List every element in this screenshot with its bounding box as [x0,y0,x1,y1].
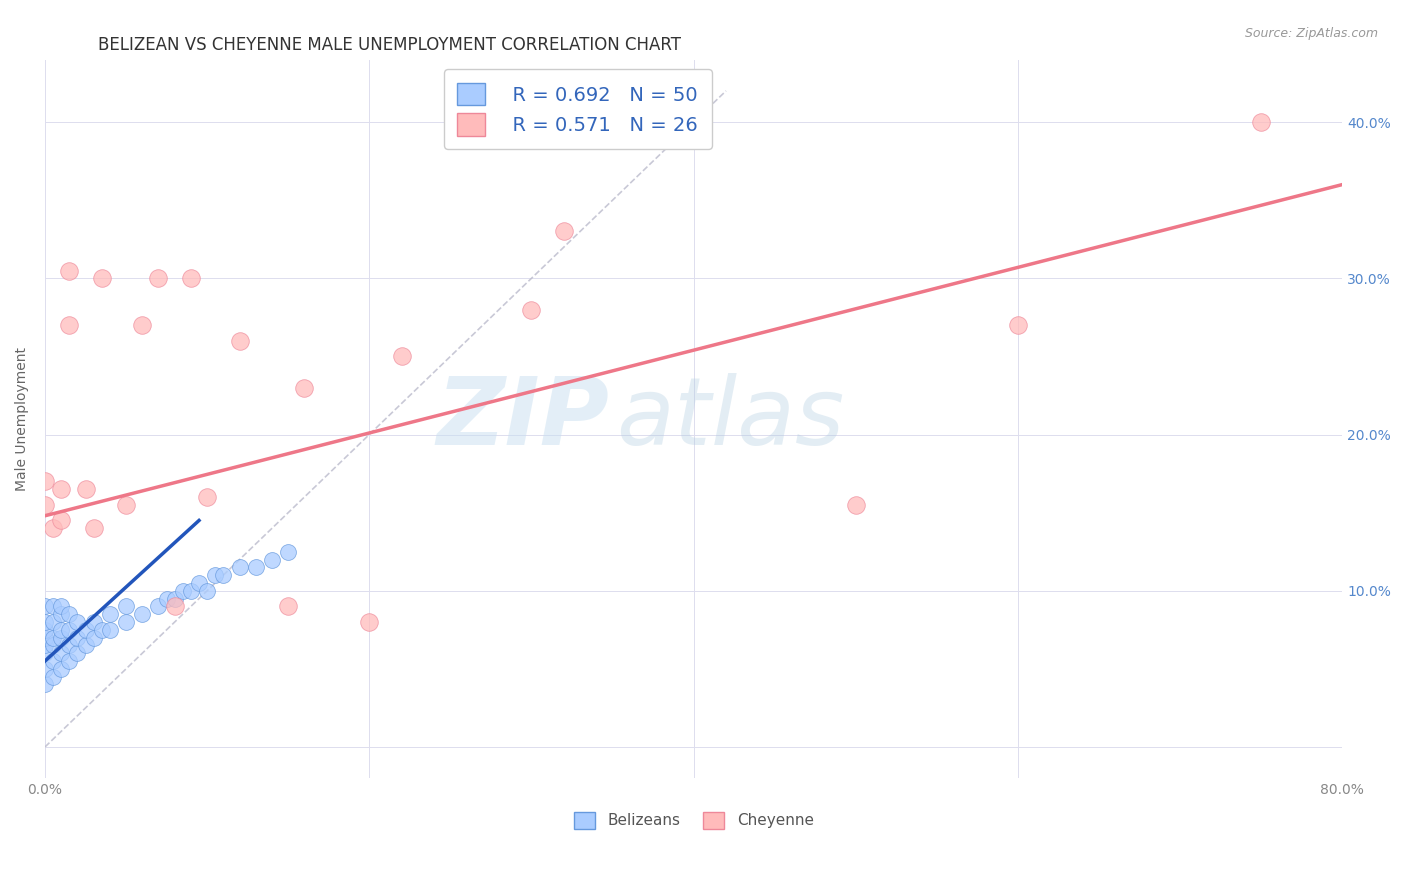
Point [42,639,65,653]
Point [75,482,97,496]
Point [90,271,112,285]
Point [245,560,267,574]
Point [34,677,56,691]
Point [58,654,80,668]
Text: atlas: atlas [616,374,844,465]
Point [34,631,56,645]
Point [277,599,299,614]
Point [115,615,138,629]
Point [51,599,73,614]
Point [83,615,105,629]
Point [115,498,138,512]
Point [1007,318,1029,333]
Legend: Belizeans, Cheyenne: Belizeans, Cheyenne [568,805,820,835]
Point [115,599,138,614]
Point [51,662,73,676]
Point [58,318,80,333]
Point [42,654,65,668]
Point [228,334,250,348]
Point [34,615,56,629]
Point [51,631,73,645]
Point [51,482,73,496]
Point [83,631,105,645]
Point [51,607,73,622]
Point [391,350,413,364]
Point [131,318,153,333]
Point [163,599,186,614]
Point [66,631,89,645]
Point [58,607,80,622]
Point [98,623,121,637]
Point [66,615,89,629]
Point [1250,115,1272,129]
Point [148,271,170,285]
Point [553,224,575,238]
Point [294,381,316,395]
Point [204,568,226,582]
Point [66,646,89,660]
Point [148,599,170,614]
Point [51,646,73,660]
Text: ZIP: ZIP [436,373,609,465]
Point [212,568,235,582]
Point [34,662,56,676]
Text: BELIZEAN VS CHEYENNE MALE UNEMPLOYMENT CORRELATION CHART: BELIZEAN VS CHEYENNE MALE UNEMPLOYMENT C… [98,36,682,54]
Point [42,631,65,645]
Point [180,583,202,598]
Point [34,498,56,512]
Point [845,498,868,512]
Y-axis label: Male Unemployment: Male Unemployment [15,347,30,491]
Point [155,591,177,606]
Point [58,623,80,637]
Point [34,623,56,637]
Point [359,615,381,629]
Point [34,639,56,653]
Point [180,271,202,285]
Point [42,599,65,614]
Point [34,599,56,614]
Point [131,607,153,622]
Point [75,639,97,653]
Point [195,490,218,504]
Point [42,670,65,684]
Point [98,607,121,622]
Point [163,591,186,606]
Point [90,623,112,637]
Point [34,646,56,660]
Point [83,521,105,535]
Point [520,302,543,317]
Point [51,513,73,527]
Point [58,639,80,653]
Point [42,615,65,629]
Point [188,576,211,591]
Point [228,560,250,574]
Point [172,583,194,598]
Point [75,623,97,637]
Point [277,544,299,558]
Point [195,583,218,598]
Point [42,521,65,535]
Text: Source: ZipAtlas.com: Source: ZipAtlas.com [1244,27,1378,40]
Point [58,263,80,277]
Point [260,552,283,566]
Point [51,623,73,637]
Point [34,475,56,489]
